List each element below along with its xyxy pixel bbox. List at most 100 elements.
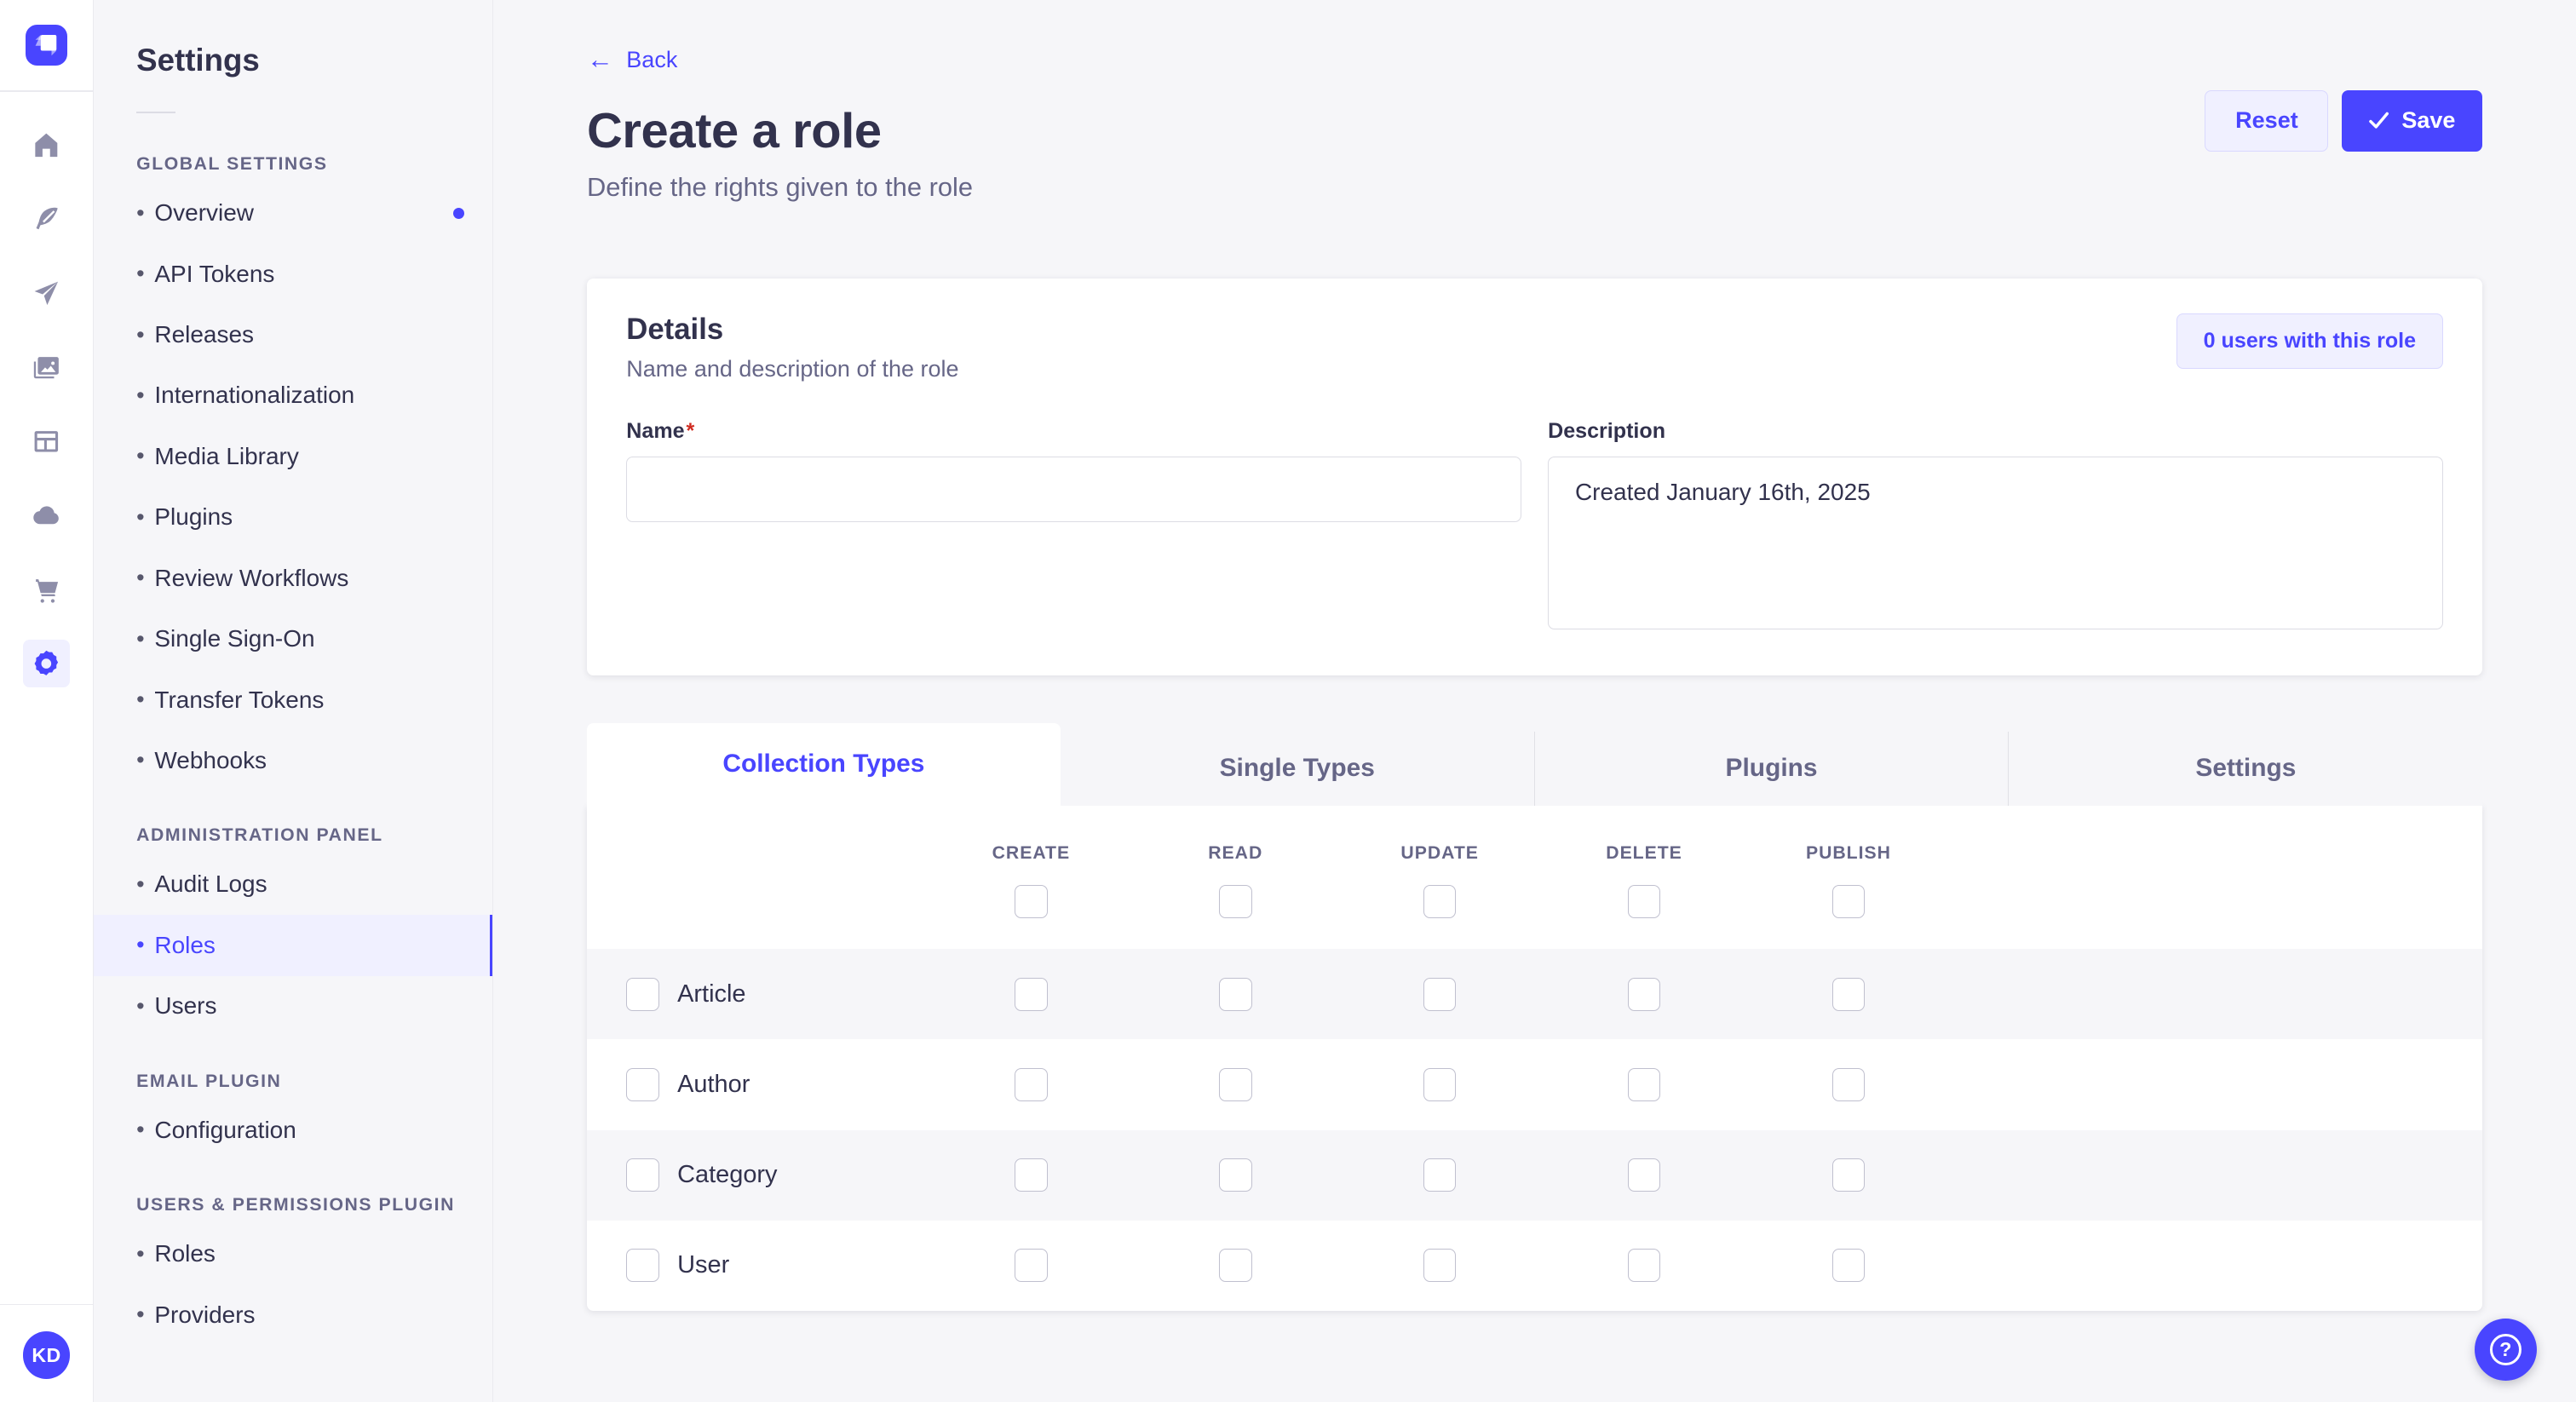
permission-checkbox-read[interactable] [1218,1068,1252,1101]
permission-checkbox-publish[interactable] [1831,1068,1866,1101]
sidebar-item-roles-admin[interactable]: Roles [94,915,492,976]
permission-checkbox-read[interactable] [1218,1158,1252,1192]
sidebar-item-media-library[interactable]: Media Library [94,426,492,486]
permission-checkbox-publish[interactable] [1831,1249,1866,1282]
back-label: Back [626,47,678,73]
nav-section-email-plugin: EMAIL PLUGIN [136,1071,282,1091]
sidebar-item-configuration[interactable]: Configuration [94,1100,492,1160]
sidebar-item-label: Overview [154,199,254,227]
help-question-icon: ? [2490,1334,2521,1365]
icon-rail: KD [0,0,94,1402]
permission-checkbox-create[interactable] [1015,1158,1048,1192]
sidebar-item-review-workflows[interactable]: Review Workflows [94,548,492,608]
permission-checkbox-read[interactable] [1218,1249,1252,1282]
permission-checkbox-delete[interactable] [1627,1158,1661,1192]
row-select-checkbox[interactable] [626,977,659,1011]
permission-checkbox-update[interactable] [1423,977,1457,1011]
sidebar-item-label: Plugins [154,503,233,531]
cloud-icon[interactable] [9,479,83,553]
users-with-role-button[interactable]: 0 users with this role [2176,313,2443,370]
description-field-label: Description [1548,418,1666,443]
table-row-user: User [587,1221,2482,1311]
row-select-checkbox[interactable] [626,1249,659,1282]
paper-plane-icon[interactable] [9,256,83,330]
settings-gear-icon[interactable] [9,626,83,700]
required-asterisk: * [686,418,695,443]
sidebar-item-label: Users [154,992,217,1020]
permission-checkbox-read[interactable] [1218,977,1252,1011]
page-title: Create a role [586,103,882,158]
content-manager-feather-icon[interactable] [9,182,83,256]
tab-settings[interactable]: Settings [2008,731,2483,806]
select-all-create-checkbox[interactable] [1015,884,1048,918]
name-field-label: Name * [626,418,695,443]
select-all-read-checkbox[interactable] [1218,884,1252,918]
sidebar-item-label: Providers [154,1301,256,1328]
sidebar-item-releases[interactable]: Releases [94,304,492,365]
column-header-delete: DELETE [1606,842,1682,863]
sidebar-item-label: Internationalization [154,382,355,409]
select-all-update-checkbox[interactable] [1423,884,1457,918]
tab-collection-types[interactable]: Collection Types [586,723,1061,806]
row-select-checkbox[interactable] [626,1068,659,1101]
sidebar-item-label: Single Sign-On [154,625,315,652]
role-description-textarea[interactable]: Created January 16th, 2025 [1548,457,2443,629]
permission-checkbox-publish[interactable] [1831,1158,1866,1192]
sidebar-item-label: Audit Logs [154,871,267,898]
row-select-checkbox[interactable] [626,1158,659,1192]
sidebar-item-providers[interactable]: Providers [94,1284,492,1345]
sidebar-item-users[interactable]: Users [94,976,492,1037]
permission-checkbox-update[interactable] [1423,1158,1457,1192]
sidebar-item-roles-up[interactable]: Roles [94,1224,492,1284]
sidebar-item-label: Roles [154,1240,216,1267]
row-label: Article [677,980,746,1008]
sidebar-item-internationalization[interactable]: Internationalization [94,365,492,426]
row-label: User [677,1251,730,1279]
home-icon[interactable] [9,108,83,182]
sidebar-item-label: Review Workflows [154,564,349,591]
sidebar-item-single-sign-on[interactable]: Single Sign-On [94,608,492,669]
back-link[interactable]: ← Back [586,44,678,75]
sidebar-item-label: Releases [154,321,255,348]
permissions-header-row: CREATE READ UPDATE DELETE PUBLISH [587,806,2482,864]
sidebar-title-divider [136,111,176,113]
role-name-input[interactable] [626,457,1522,523]
nav-section-administration-panel: ADMINISTRATION PANEL [136,825,383,846]
user-avatar[interactable]: KD [22,1331,71,1380]
permission-checkbox-create[interactable] [1015,977,1048,1011]
permission-checkbox-update[interactable] [1423,1068,1457,1101]
content-type-builder-layout-icon[interactable] [9,405,83,479]
sidebar-item-plugins[interactable]: Plugins [94,487,492,548]
reset-button[interactable]: Reset [2205,90,2329,152]
permission-checkbox-delete[interactable] [1627,977,1661,1011]
permission-checkbox-publish[interactable] [1831,977,1866,1011]
nav-section-global-settings: GLOBAL SETTINGS [136,153,328,174]
sidebar-item-audit-logs[interactable]: Audit Logs [94,854,492,915]
tab-single-types[interactable]: Single Types [1060,731,1534,806]
save-button[interactable]: Save [2341,90,2483,152]
permission-checkbox-create[interactable] [1015,1068,1048,1101]
select-all-publish-checkbox[interactable] [1831,884,1866,918]
marketplace-cart-icon[interactable] [9,552,83,626]
media-library-icon[interactable] [9,330,83,405]
strapi-logo-icon[interactable] [26,24,67,66]
sidebar-item-api-tokens[interactable]: API Tokens [94,244,492,304]
sidebar-item-webhooks[interactable]: Webhooks [94,730,492,790]
row-label: Author [677,1070,750,1098]
check-icon [2368,112,2389,129]
permission-checkbox-update[interactable] [1423,1249,1457,1282]
rail-bottom: KD [0,1304,93,1402]
tab-plugins[interactable]: Plugins [1533,731,2009,806]
details-subtitle: Name and description of the role [626,356,959,382]
sidebar-item-transfer-tokens[interactable]: Transfer Tokens [94,669,492,730]
back-arrow-icon: ← [586,44,613,75]
permission-checkbox-delete[interactable] [1627,1068,1661,1101]
help-button[interactable]: ? [2474,1318,2537,1382]
permission-checkbox-delete[interactable] [1627,1249,1661,1282]
details-card: Details Name and description of the role… [586,279,2483,676]
column-header-read: READ [1208,842,1263,863]
row-label: Category [677,1161,778,1189]
select-all-delete-checkbox[interactable] [1627,884,1661,918]
sidebar-item-overview[interactable]: Overview [94,183,492,244]
permission-checkbox-create[interactable] [1015,1249,1048,1282]
